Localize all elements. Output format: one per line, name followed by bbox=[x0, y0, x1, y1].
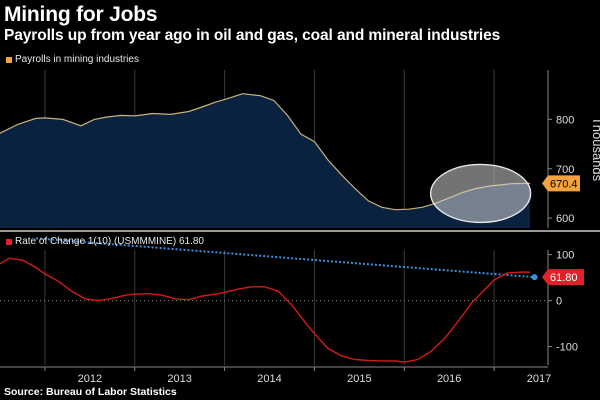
payrolls-area bbox=[0, 93, 531, 228]
bottom-tick-label: -100 bbox=[556, 342, 578, 354]
last-value-tag-top bbox=[542, 175, 580, 192]
x-tick-label: 2013 bbox=[167, 373, 191, 385]
source-note: Source: Bureau of Labor Statistics bbox=[4, 386, 177, 398]
last-value-tag-bottom bbox=[542, 269, 584, 286]
top-tick-label: 800 bbox=[556, 114, 574, 126]
top-tick-label: 600 bbox=[556, 213, 574, 225]
reference-line bbox=[35, 237, 535, 279]
x-tick-label: 2016 bbox=[437, 373, 461, 385]
x-tick-label: 2015 bbox=[347, 373, 371, 385]
x-tick-label: 2012 bbox=[78, 373, 102, 385]
legend-label-payrolls: Payrolls in mining industries bbox=[15, 54, 139, 65]
reference-point bbox=[531, 274, 538, 281]
last-value-label-bottom: 61.80 bbox=[550, 272, 578, 284]
top-tick-label: 700 bbox=[556, 164, 574, 176]
legend-swatch-roc bbox=[6, 238, 12, 245]
top-axis-title: Thousands bbox=[590, 117, 600, 182]
page-subtitle: Payrolls up from year ago in oil and gas… bbox=[4, 27, 501, 44]
highlight-ellipse bbox=[429, 163, 532, 224]
bottom-tick-label: 100 bbox=[556, 250, 574, 262]
roc-line bbox=[0, 257, 531, 363]
legend-label-roc: Rate of Change 1(10) (USMMMINE) 61.80 bbox=[15, 236, 204, 247]
x-tick-label: 2017 bbox=[527, 373, 551, 385]
x-tick-label: 2014 bbox=[257, 373, 281, 385]
legend-top: Payrolls in mining industries bbox=[6, 54, 139, 65]
legend-swatch-payrolls bbox=[6, 56, 12, 63]
last-value-label-top: 670.4 bbox=[550, 178, 578, 190]
legend-bottom: Rate of Change 1(10) (USMMMINE) 61.80 bbox=[6, 236, 204, 247]
bottom-tick-label: 0 bbox=[556, 296, 562, 308]
page-title: Mining for Jobs bbox=[4, 3, 158, 26]
